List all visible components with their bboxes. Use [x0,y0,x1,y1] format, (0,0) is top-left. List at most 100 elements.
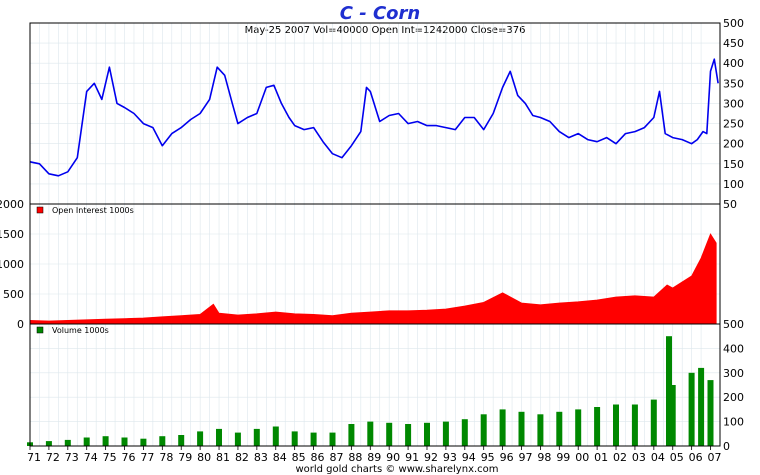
x-tick-labels: 71 72 73 74 75 76 77 78 79 80 81 82 83 84 85 86 87 88 89 90… [27,446,722,464]
grid [30,23,720,446]
volume-bar [234,432,241,446]
volume-bar [329,432,336,446]
x-tick-label: 88 [348,451,362,464]
volume-bar [698,367,705,446]
legend-volume-label: Volume 1000s [52,326,109,335]
volume-bar [461,419,468,446]
volume-bar [140,438,147,446]
x-tick-label: 76 [122,451,136,464]
volume-bar [291,431,298,446]
y-tick-label: 300 [723,367,744,380]
x-tick-label: 86 [311,451,325,464]
volume-bar [613,404,619,446]
x-tick-label: 84 [273,451,287,464]
volume-bar [424,422,430,446]
open-interest-series-area [29,233,717,325]
x-tick-label: 98 [537,451,551,464]
x-tick-label: 91 [405,451,419,464]
volume-bar [348,424,355,446]
x-tick-label: 81 [216,451,230,464]
y-tick-label: 50 [723,198,737,211]
volume-bar [575,409,582,446]
x-tick-label: 92 [424,451,438,464]
volume-bar [650,399,657,446]
volume-bar [688,372,695,446]
y-tick-label: 100 [723,178,744,191]
volume-bar [159,436,166,446]
volume-bar [272,426,279,446]
x-tick-label: 85 [292,451,306,464]
x-tick-label: 78 [159,451,173,464]
volume-bar [669,385,676,446]
x-tick-label: 83 [254,451,268,464]
x-tick-label: 05 [670,451,684,464]
x-tick-label: 75 [103,451,117,464]
x-tick-label: 97 [519,451,533,464]
open-interest-area [29,233,717,325]
volume-bar [631,404,638,446]
price-line [29,58,719,177]
y-tick-label: 500 [3,288,24,301]
x-tick-label: 02 [613,451,627,464]
y-tick-label: 250 [723,118,744,131]
volume-bar [707,380,714,446]
x-tick-label: 73 [65,451,79,464]
x-tick-label: 79 [178,451,192,464]
panel-volume-frame [29,323,721,447]
volume-bar [83,437,90,446]
chart-footer: world gold charts © www.sharelynx.com [295,464,498,475]
legend-open-interest-label: Open Interest 1000s [52,206,134,215]
x-tick-label: 03 [632,451,646,464]
x-tick-label: 95 [481,451,495,464]
volume-bar [386,422,393,446]
y-tick-labels: 5004504003503002502001501005020001500100… [0,17,744,453]
volume-bar [556,411,563,446]
x-tick-label: 87 [329,451,343,464]
y-tick-label: 100 [723,416,744,429]
y-tick-label: 200 [723,138,744,151]
x-tick-label: 77 [140,451,154,464]
x-tick-label: 89 [367,451,381,464]
x-tick-label: 06 [689,451,703,464]
y-tick-label: 450 [723,37,744,50]
volume-bar [518,411,525,446]
legend-open-interest-swatch [36,206,44,214]
y-tick-label: 300 [723,97,744,110]
volume-bar [102,436,109,446]
volume-bars [27,336,714,446]
y-tick-label: 400 [723,342,744,355]
x-tick-label: 90 [386,451,400,464]
legend-open-interest: Open Interest 1000s [36,206,134,215]
y-tick-label: 2000 [0,198,24,211]
price-series-line [29,58,719,177]
volume-bar [537,414,544,446]
volume-bar [367,421,374,446]
x-tick-label: 72 [46,451,60,464]
y-tick-label: 500 [723,17,744,30]
y-tick-label: 500 [723,318,744,331]
chart-subtitle: May-25 2007 Vol=40000 Open Int=1242000 C… [245,25,526,36]
volume-bar [121,437,128,446]
x-tick-label: 01 [594,451,608,464]
x-tick-label: 93 [443,451,457,464]
x-tick-label: 71 [27,451,41,464]
chart-title: C - Corn [340,3,420,24]
legend-volume-swatch [36,326,44,334]
x-tick-label: 96 [500,451,514,464]
x-tick-label: 07 [708,451,722,464]
volume-bar [216,428,222,446]
y-tick-label: 150 [723,158,744,171]
legend-volume: Volume 1000s [36,326,109,335]
x-tick-label: 82 [235,451,249,464]
volume-bar [442,421,449,446]
y-tick-label: 400 [723,57,744,70]
volume-bar [197,431,204,446]
y-tick-label: 1500 [0,228,24,241]
y-tick-label: 200 [723,391,744,404]
x-tick-label: 04 [651,451,665,464]
x-tick-label: 94 [462,451,476,464]
volume-bar [480,414,487,446]
volume-bar [594,407,601,446]
volume-bar [45,441,52,446]
